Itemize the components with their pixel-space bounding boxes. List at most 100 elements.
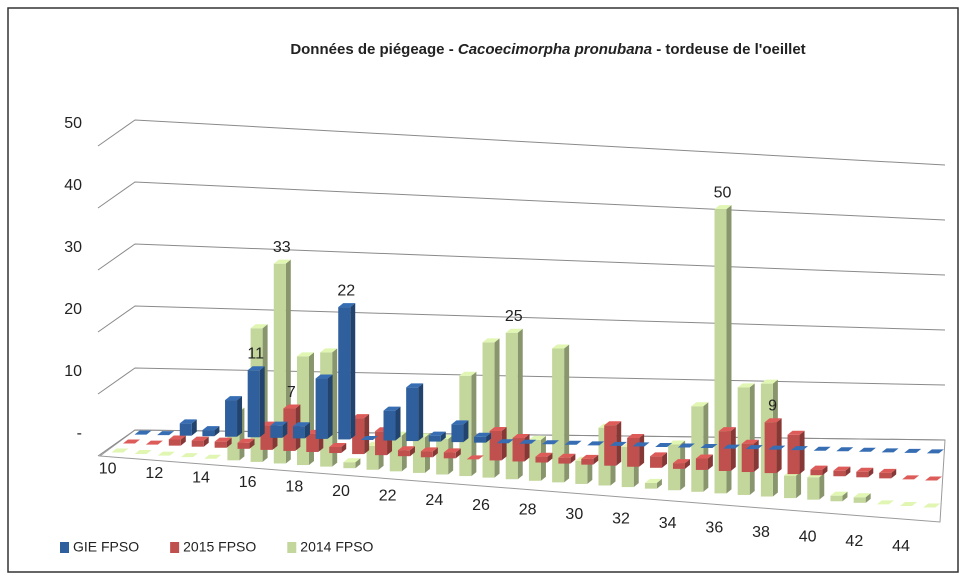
bar-side: [865, 493, 871, 503]
bar-side: [524, 434, 530, 462]
bar: [700, 444, 718, 449]
bar: [237, 438, 255, 449]
bar: [833, 466, 851, 477]
bar-top: [791, 446, 809, 451]
bar-top: [813, 446, 831, 451]
data-label: 7: [287, 384, 296, 401]
bar-side: [332, 348, 338, 467]
x-tick-label: 28: [519, 501, 537, 518]
bar-side: [214, 426, 220, 437]
bar-side: [364, 414, 370, 455]
bar-front: [741, 443, 754, 473]
data-label: 50: [714, 184, 732, 201]
data-label: 9: [768, 397, 777, 414]
data-label: 22: [337, 282, 355, 299]
bar: [181, 453, 199, 458]
bar-side: [730, 427, 736, 471]
bar: [519, 439, 537, 444]
bar: [587, 441, 605, 446]
bar-top: [214, 437, 232, 442]
bar-top: [691, 402, 709, 407]
grid-line: [97, 305, 946, 333]
bar-side: [259, 366, 265, 438]
bar-front: [225, 400, 238, 437]
bar-top: [925, 476, 943, 481]
x-tick-label: 26: [472, 497, 490, 514]
bar-top: [225, 396, 243, 401]
x-tick-label: 30: [565, 506, 583, 523]
bar-front: [833, 470, 846, 477]
x-tick-label: 18: [285, 479, 303, 496]
bar-side: [639, 433, 645, 467]
bar: [879, 468, 897, 479]
bar: [737, 383, 755, 495]
bar-front: [650, 456, 663, 468]
bar-top: [760, 379, 778, 384]
bar: [810, 465, 828, 476]
bar-front: [202, 430, 215, 437]
bar-front: [718, 431, 731, 471]
x-tick-label: 14: [192, 469, 210, 486]
bar-top: [157, 431, 175, 436]
bar-top: [329, 443, 347, 448]
bar: [627, 433, 645, 467]
bar: [856, 467, 874, 478]
bar-front: [383, 410, 396, 441]
bar-top: [858, 447, 876, 452]
bar: [214, 437, 232, 448]
bar: [489, 427, 507, 461]
bar-top: [672, 459, 690, 464]
bar-top: [879, 468, 897, 473]
x-tick-label: 24: [425, 492, 443, 509]
bar-top: [466, 455, 484, 460]
x-tick-label: 22: [379, 488, 397, 505]
bar-top: [900, 501, 918, 506]
bar-front: [879, 472, 892, 479]
bar-front: [784, 475, 797, 499]
bar: [343, 458, 361, 469]
bar: [552, 344, 570, 483]
bar-top: [787, 430, 805, 435]
bar-top: [283, 404, 301, 409]
y-tick-label: 20: [64, 301, 82, 318]
bar-front: [807, 477, 820, 500]
bar-top: [451, 420, 469, 425]
bar-top: [443, 448, 461, 453]
bar-side: [432, 447, 438, 458]
grid-line: [97, 243, 946, 276]
bar: [677, 443, 695, 448]
bar-front: [830, 495, 843, 502]
bar: [360, 435, 378, 440]
bar: [881, 448, 899, 453]
bar-top: [695, 454, 713, 459]
chart-title: Données de piégeage - Cacoecimorpha pron…: [290, 41, 805, 58]
bar: [474, 432, 492, 443]
bar-side: [237, 396, 243, 437]
bar: [564, 440, 582, 445]
bar-side: [684, 459, 690, 469]
bar: [111, 448, 129, 453]
bar: [718, 427, 736, 471]
bar-front: [191, 440, 204, 447]
grid-line: [97, 429, 946, 457]
bar-top: [320, 348, 338, 353]
bar-side: [845, 466, 851, 477]
bar-top: [677, 443, 695, 448]
bar-top: [836, 447, 854, 452]
bar: [134, 430, 152, 435]
bar-top: [247, 366, 265, 371]
bar: [225, 396, 243, 437]
bar-top: [564, 440, 582, 445]
bar: [644, 478, 662, 489]
bar: [791, 446, 809, 451]
bar: [451, 420, 469, 443]
bar-front: [810, 469, 823, 476]
bar: [406, 383, 424, 442]
bar-top: [655, 442, 673, 447]
bar: [813, 446, 831, 451]
bar-front: [787, 434, 800, 475]
bar-top: [360, 435, 378, 440]
bar: [179, 419, 197, 436]
bar-side: [796, 471, 802, 499]
bar-top: [459, 371, 477, 376]
